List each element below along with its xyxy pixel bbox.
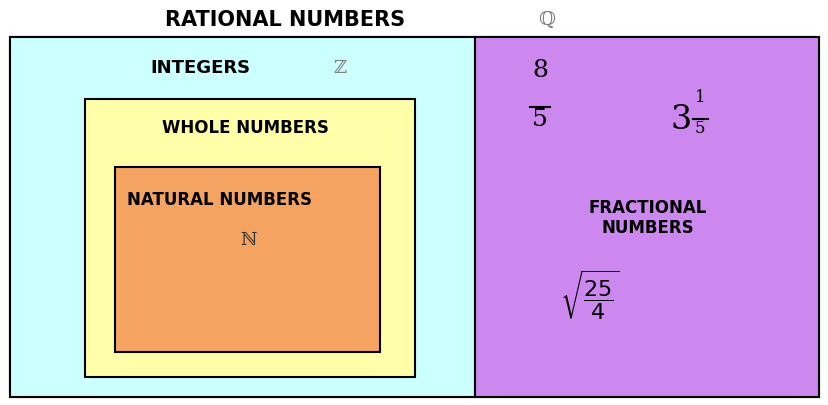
Text: ℤ: ℤ — [333, 59, 346, 77]
Bar — [115, 168, 379, 352]
Text: 5: 5 — [694, 120, 705, 136]
Text: WHOLE NUMBERS: WHOLE NUMBERS — [161, 119, 328, 136]
Text: 5: 5 — [532, 108, 547, 131]
Bar — [10, 38, 818, 397]
Text: 8: 8 — [532, 59, 547, 82]
Bar — [10, 38, 474, 397]
Text: ℚ: ℚ — [538, 11, 555, 29]
Text: 1: 1 — [694, 89, 705, 106]
Bar — [474, 38, 818, 397]
Text: RATIONAL NUMBERS: RATIONAL NUMBERS — [165, 10, 405, 30]
Text: NATURAL NUMBERS: NATURAL NUMBERS — [128, 190, 312, 209]
Text: FRACTIONAL
NUMBERS: FRACTIONAL NUMBERS — [588, 198, 706, 237]
Bar — [85, 100, 415, 377]
Text: INTEGERS: INTEGERS — [150, 59, 250, 77]
Text: 3: 3 — [670, 104, 691, 136]
Text: ℕ: ℕ — [239, 230, 256, 248]
Text: $\sqrt{\dfrac{25}{4}}$: $\sqrt{\dfrac{25}{4}}$ — [560, 268, 619, 321]
